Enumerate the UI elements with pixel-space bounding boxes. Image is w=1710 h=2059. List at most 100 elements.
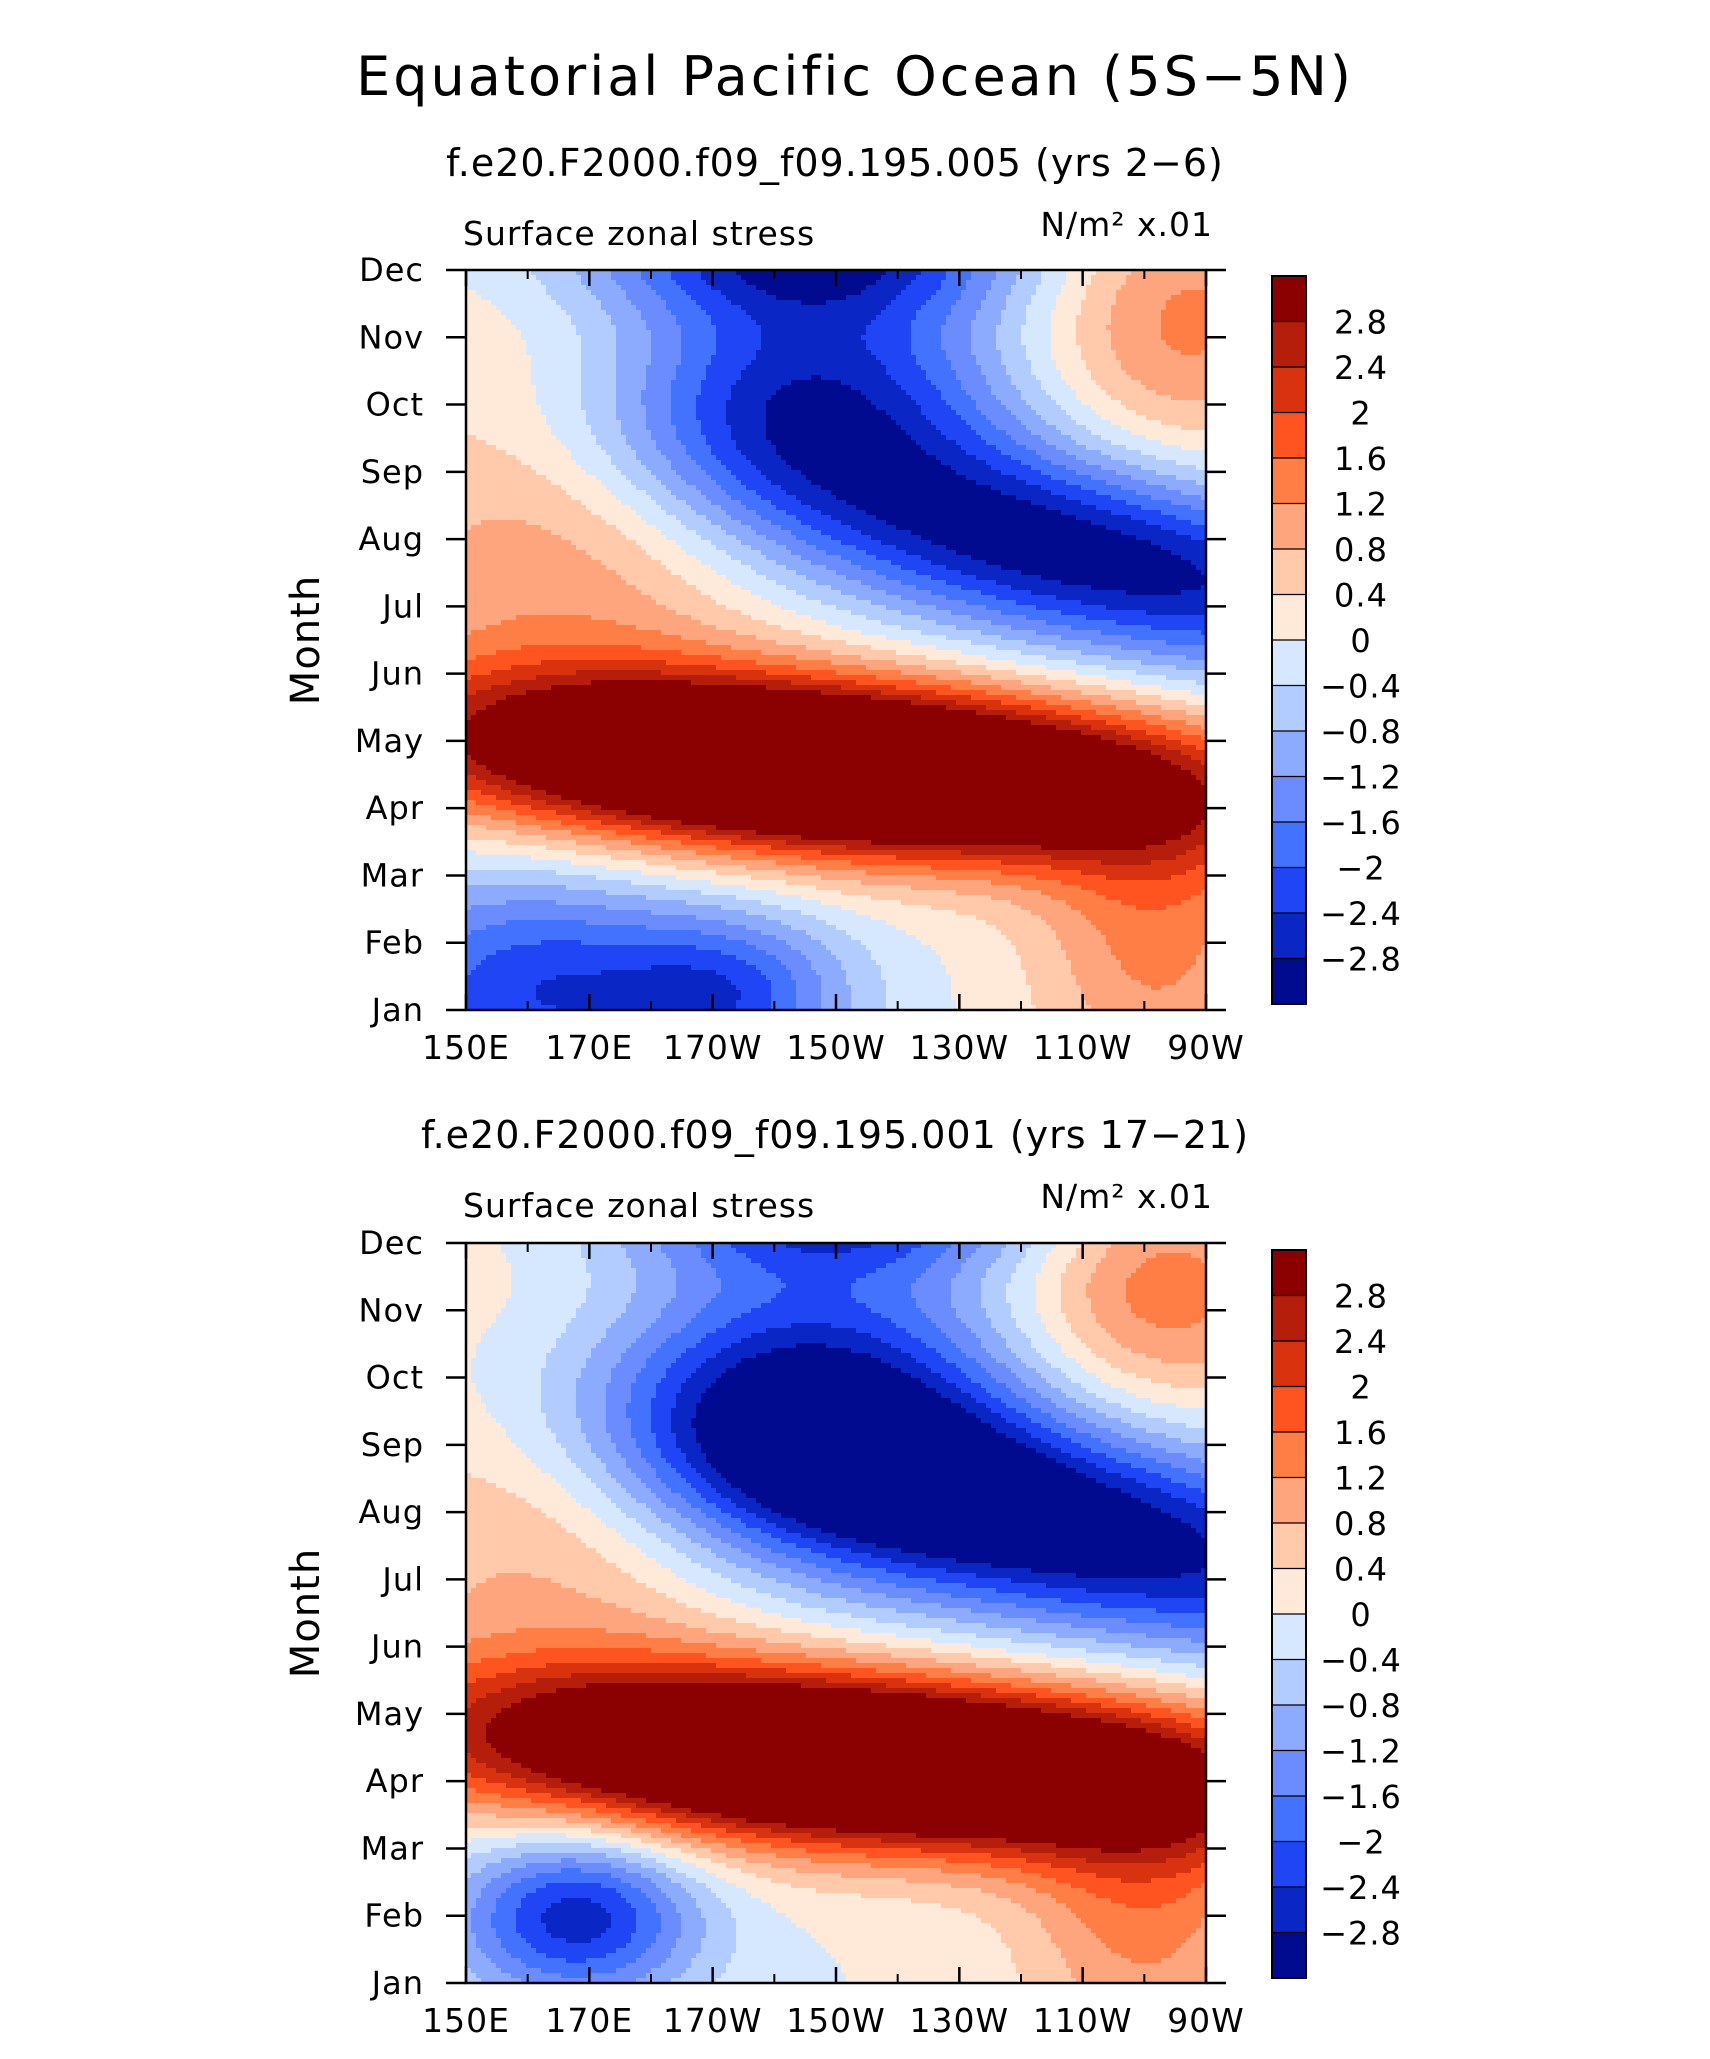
heatmap-cell [911,295,917,301]
heatmap-cell [476,410,482,416]
heatmap-cell [1071,275,1077,281]
heatmap-cell [831,375,837,381]
heatmap-cell [626,305,632,311]
heatmap-cell [706,310,712,316]
heatmap-cell [616,365,622,371]
heatmap-cell [886,425,892,431]
heatmap-cell [806,395,812,401]
heatmap-cell [471,420,477,426]
heatmap-cell [591,410,597,416]
heatmap-cell [1151,395,1157,401]
heatmap-cell [846,360,852,366]
heatmap-cell [541,315,547,321]
heatmap-cell [1171,310,1177,316]
heatmap-cell [711,365,717,371]
heatmap-cell [801,330,807,336]
heatmap-cell [826,290,832,296]
heatmap-cell [736,305,742,311]
heatmap-cell [976,405,982,411]
heatmap-cell [1011,290,1017,296]
heatmap-cell [826,415,832,421]
heatmap-cell [761,410,767,416]
heatmap-cell [566,295,572,301]
heatmap-cell [541,370,547,376]
heatmap-cell [1036,430,1042,436]
heatmap-cell [1056,420,1062,426]
heatmap-cell [901,405,907,411]
heatmap-cell [906,405,912,411]
heatmap-cell [511,350,517,356]
heatmap-cell [911,275,917,281]
heatmap-cell [1151,350,1157,356]
heatmap-cell [1181,310,1187,316]
heatmap-cell [1001,415,1007,421]
heatmap-cell [601,415,607,421]
heatmap-cell [866,350,872,356]
heatmap-cell [701,380,707,386]
heatmap-cell [961,305,967,311]
heatmap-cell [1131,285,1137,291]
heatmap-cell [1036,300,1042,306]
heatmap-cell [681,270,687,276]
heatmap-cell [911,365,917,371]
heatmap-cell [926,385,932,391]
heatmap-cell [1001,355,1007,361]
heatmap-cell [1156,380,1162,386]
heatmap-cell [706,285,712,291]
heatmap-cell [521,290,527,296]
heatmap-cell [996,425,1002,431]
heatmap-cell [556,370,562,376]
heatmap-cell [1066,285,1072,291]
heatmap-cell [671,425,677,431]
heatmap-cell [886,290,892,296]
heatmap-cell [1016,315,1022,321]
heatmap-cell [851,380,857,386]
heatmap-cell [1011,415,1017,421]
heatmap-cell [1081,365,1087,371]
heatmap-cell [796,285,802,291]
heatmap-cell [1081,390,1087,396]
heatmap-cell [656,380,662,386]
heatmap-cell [1001,410,1007,416]
heatmap-cell [651,320,657,326]
heatmap-cell [631,270,637,276]
heatmap-cell [976,295,982,301]
heatmap-cell [846,420,852,426]
heatmap-cell [781,315,787,321]
heatmap-cell [591,370,597,376]
heatmap-cell [776,310,782,316]
heatmap-cell [816,320,822,326]
heatmap-cell [501,350,507,356]
heatmap-cell [496,395,502,401]
heatmap-cell [1151,420,1157,426]
heatmap-cell [761,295,767,301]
heatmap-cell [781,375,787,381]
heatmap-cell [1006,400,1012,406]
heatmap-cell [941,370,947,376]
heatmap-cell [821,300,827,306]
heatmap-cell [1006,340,1012,346]
heatmap-cell [1111,430,1117,436]
heatmap-cell [1011,360,1017,366]
heatmap-cell [926,300,932,306]
heatmap-cell [871,410,877,416]
heatmap-cell [541,275,547,281]
heatmap-cell [531,315,537,321]
heatmap-cell [1021,325,1027,331]
heatmap-cell [1096,365,1102,371]
heatmap-cell [566,300,572,306]
heatmap-cell [801,275,807,281]
heatmap-cell [936,425,942,431]
heatmap-cell [716,325,722,331]
heatmap-cell [1031,310,1037,316]
heatmap-cell [1056,305,1062,311]
heatmap-cell [851,430,857,436]
heatmap-cell [591,340,597,346]
heatmap-cell [871,315,877,321]
heatmap-cell [1091,345,1097,351]
heatmap-cell [751,430,757,436]
heatmap-cell [1091,395,1097,401]
heatmap-cell [1186,290,1192,296]
heatmap-cell [691,340,697,346]
heatmap-cell [1021,420,1027,426]
